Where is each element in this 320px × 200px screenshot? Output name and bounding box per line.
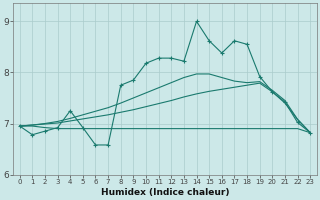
X-axis label: Humidex (Indice chaleur): Humidex (Indice chaleur) [101, 188, 229, 197]
